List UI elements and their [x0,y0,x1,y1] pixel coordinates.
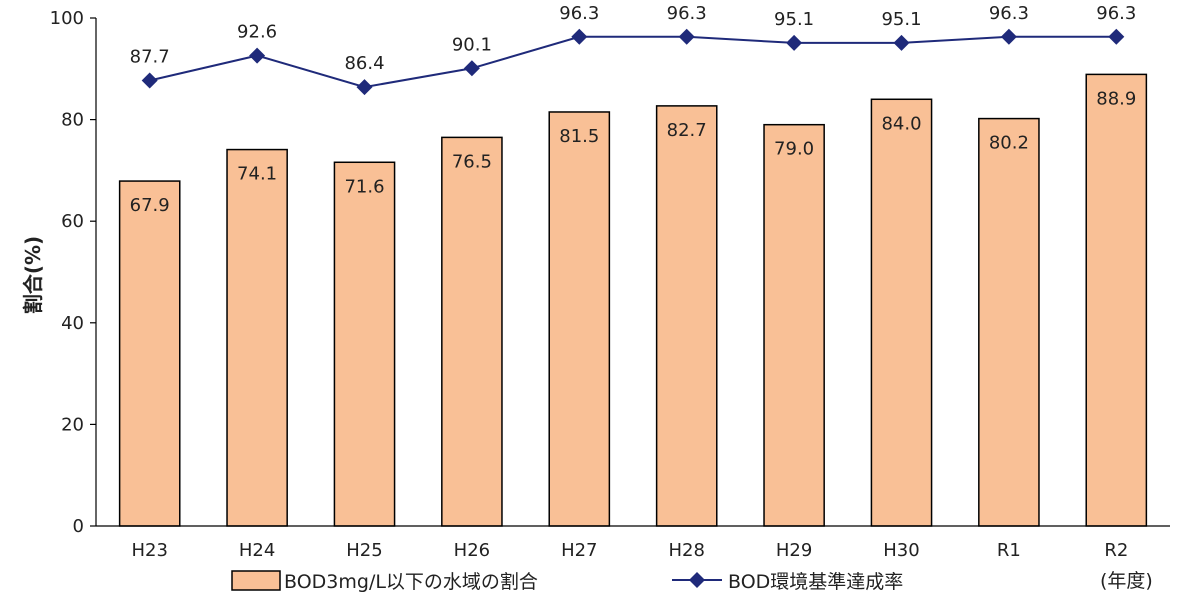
x-tick-label: H24 [239,540,275,561]
bar [333,161,396,527]
x-tick-label: H28 [668,540,704,561]
line-point-marker [141,72,158,89]
bar-value-label: 88.9 [1096,88,1136,109]
legend-label-line: BOD環境基準達成率 [728,571,903,593]
line-point-marker [1108,28,1125,45]
line-point-marker [356,79,373,96]
line-value-label: 90.1 [452,34,492,55]
y-tick-label: 0 [73,516,84,537]
x-tick-label: H25 [346,540,382,561]
line-point-marker [1000,28,1017,45]
y-axis: 0 20 40 60 80 100 [50,8,97,537]
bar-value-label: 74.1 [237,164,277,185]
line-value-label: 95.1 [881,9,921,30]
bar-value-label: 67.9 [130,195,170,216]
bar [1085,73,1148,527]
line-value-label: 95.1 [774,9,814,30]
y-axis-title: 割合(%) [21,236,45,314]
line-value-label: 92.6 [237,22,277,43]
line-value-label: 96.3 [989,3,1029,24]
bar-value-label: 84.0 [881,113,921,134]
legend: BOD3mg/L以下の水域の割合 BOD環境基準達成率 [231,570,903,593]
x-tick-label: H27 [561,540,597,561]
x-axis: H23 H24 H25 H26 H27 H28 H29 H30 R1 R2 [96,525,1170,561]
bar-value-label: 82.7 [667,120,707,141]
bar [870,98,933,527]
legend-marker-diamond [689,572,705,588]
plot-area: 67.9 74.1 71.6 76.5 81.5 82.7 79.0 84.0 80.2 88.9… [118,3,1148,527]
y-tick-label: 40 [61,313,84,334]
x-tick-label: H26 [454,540,490,561]
bar-value-label: 80.2 [989,133,1029,154]
line-value-label: 87.7 [130,46,170,67]
bar [441,136,503,527]
bar [226,148,288,527]
line-value-label: 96.3 [667,3,707,24]
legend-swatch-bar [231,570,281,591]
x-tick-label: R2 [1104,540,1128,561]
x-tick-label: H23 [131,540,167,561]
line-point-marker [786,34,803,51]
bar-value-label: 79.0 [774,139,814,160]
bar-value-label: 76.5 [452,151,492,172]
line-point-marker [463,60,480,77]
x-tick-label: H30 [883,540,919,561]
line-value-label: 96.3 [559,3,599,24]
x-tick-label: R1 [997,540,1021,561]
bar [548,111,611,527]
x-axis-unit-label: (年度) [1100,570,1153,592]
bar [763,123,825,527]
line-value-label: 86.4 [344,53,384,74]
line-point-marker [571,28,588,45]
y-tick-label: 60 [61,211,84,232]
line-point-marker [893,34,910,51]
bar [655,105,718,527]
bar-value-label: 71.6 [344,176,384,197]
line-point-marker [249,47,266,64]
y-tick-label: 20 [61,414,84,435]
line-value-label: 96.3 [1096,3,1136,24]
line-series-path [149,35,1117,89]
line-point-marker [678,28,695,45]
y-tick-label: 100 [50,8,84,29]
bar [118,180,181,527]
bar-value-label: 81.5 [559,126,599,147]
y-tick-label: 80 [61,110,84,131]
x-tick-label: H29 [776,540,812,561]
legend-label-bar: BOD3mg/L以下の水域の割合 [284,571,538,593]
bar [978,117,1040,527]
